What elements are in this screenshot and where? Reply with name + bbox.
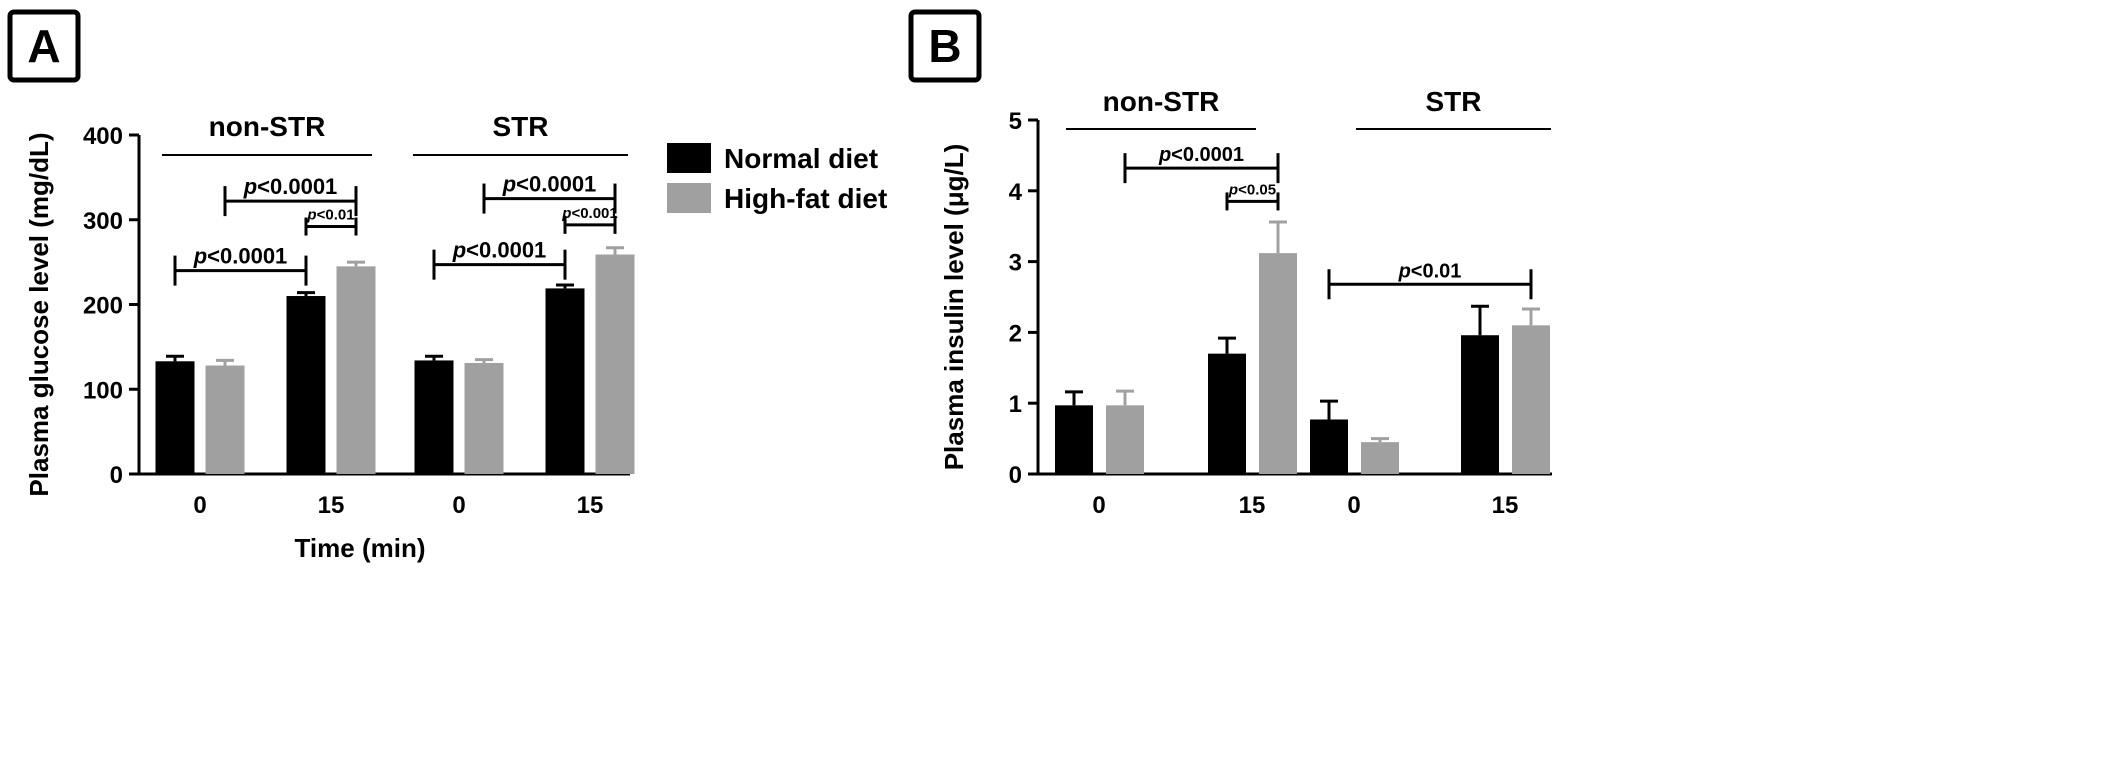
y-tick-label: 200 (83, 293, 123, 320)
panel-b: B 0 1 2 3 4 5 Plasma insulin level (μg/L) non-ST… (908, 9, 1552, 519)
significance-bracket: p<0.01 (304, 207, 358, 236)
x-tick-label: 0 (452, 492, 465, 519)
significance-bracket: p<0.0001 (432, 238, 567, 280)
p-value: <0.01 (1411, 260, 1462, 282)
y-tick-label: 4 (1009, 179, 1023, 206)
y-tick-label: 400 (83, 123, 123, 150)
p-symbol: p (502, 172, 516, 197)
y-tick-label: 5 (1009, 108, 1022, 135)
significance-label: p<0.0001 (452, 238, 547, 263)
p-value: <0.05 (1238, 181, 1276, 198)
bar (1208, 353, 1246, 474)
bar (1310, 419, 1348, 474)
p-value: <0.001 (571, 205, 617, 222)
y-axis-label: Plasma glucose level (mg/dL) (24, 132, 54, 496)
significance-label: p<0.05 (1228, 181, 1276, 198)
x-tick-label: 15 (1239, 492, 1266, 519)
bar (595, 254, 635, 474)
bar (545, 288, 585, 474)
p-value: <0.0001 (1171, 144, 1244, 166)
significance-label: p<0.001 (561, 205, 617, 222)
significance-bracket: p<0.001 (561, 205, 618, 234)
legend-swatch (667, 183, 711, 213)
y-tick-label: 3 (1009, 250, 1022, 277)
x-axis-label: Time (min) (295, 533, 426, 563)
panel-a: A 0 100 200 300 400 Plasma glucose level (mg/d… (7, 9, 635, 563)
y-tick-label: 1 (1009, 391, 1022, 418)
bar (1106, 405, 1144, 474)
panel-label-box (7, 9, 81, 83)
significance-label: p<0.0001 (193, 244, 288, 269)
x-tick-label: 0 (1092, 492, 1105, 519)
bar (336, 266, 376, 474)
legend-swatch (667, 143, 711, 173)
significance-bracket: p<0.05 (1225, 181, 1280, 211)
y-tick-label: 0 (1009, 462, 1022, 489)
x-tick-label: 15 (1492, 492, 1519, 519)
p-symbol: p (306, 207, 316, 224)
significance-bracket: p<0.01 (1327, 260, 1533, 300)
p-value: <0.0001 (516, 172, 596, 197)
bar (1361, 442, 1399, 474)
significance-bracket: p<0.0001 (173, 244, 308, 286)
bar (1512, 325, 1550, 474)
p-value: <0.0001 (207, 244, 287, 269)
bar (286, 296, 326, 474)
y-tick-label: 100 (83, 377, 123, 404)
y-tick-label: 0 (110, 462, 123, 489)
legend: Normal diet High-fat diet (667, 143, 887, 214)
p-symbol: p (193, 244, 207, 269)
y-axis-label: Plasma insulin level (μg/L) (939, 144, 969, 471)
significance-bracket: p<0.0001 (482, 172, 617, 214)
p-symbol: p (243, 174, 257, 199)
bar (155, 361, 195, 474)
group-label: non-STR (209, 111, 326, 142)
p-value: <0.0001 (466, 238, 546, 263)
significance-label: p<0.0001 (243, 174, 338, 199)
p-value: <0.0001 (257, 174, 337, 199)
p-symbol: p (452, 238, 466, 263)
group-label: non-STR (1103, 86, 1220, 117)
p-symbol: p (1398, 260, 1411, 282)
p-symbol: p (1228, 181, 1238, 198)
significance-label: p<0.0001 (1158, 144, 1244, 166)
bar (414, 360, 454, 474)
p-value: <0.01 (317, 207, 355, 224)
significance-label: p<0.01 (1398, 260, 1462, 282)
panel-label-box (908, 9, 982, 83)
significance-label: p<0.01 (306, 207, 354, 224)
group-label: STR (493, 111, 549, 142)
panel-label: B (928, 20, 961, 72)
y-tick-label: 300 (83, 208, 123, 235)
p-symbol: p (1158, 144, 1171, 166)
significance-bracket: p<0.0001 (223, 174, 358, 217)
bar (1055, 405, 1093, 474)
legend-label: High-fat diet (724, 183, 887, 214)
x-tick-label: 15 (318, 492, 345, 519)
group-label: STR (1426, 86, 1482, 117)
legend-label: Normal diet (724, 143, 878, 174)
bar (205, 365, 245, 474)
significance-label: p<0.0001 (502, 172, 597, 197)
bar (464, 362, 504, 474)
x-tick-label: 0 (1347, 492, 1360, 519)
bar (1461, 335, 1499, 474)
x-tick-label: 0 (193, 492, 206, 519)
bar (1259, 253, 1297, 474)
significance-bracket: p<0.0001 (1123, 144, 1280, 184)
x-tick-label: 15 (577, 492, 604, 519)
p-symbol: p (561, 205, 571, 222)
y-tick-label: 2 (1009, 320, 1022, 347)
panel-label: A (27, 20, 60, 72)
